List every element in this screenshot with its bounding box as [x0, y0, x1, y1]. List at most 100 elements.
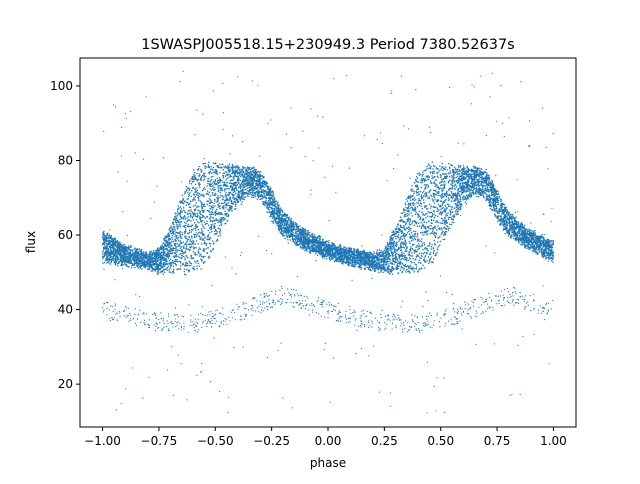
data-point: [227, 170, 229, 172]
data-point: [193, 227, 195, 230]
data-point: [203, 178, 206, 181]
data-point: [407, 259, 410, 261]
data-point: [208, 211, 211, 214]
data-point: [183, 265, 186, 267]
data-point: [455, 209, 458, 211]
data-point: [420, 240, 423, 243]
data-point: [547, 238, 549, 240]
data-point: [304, 250, 306, 252]
data-point: [425, 191, 428, 194]
data-point: [176, 258, 178, 261]
data-point: [308, 231, 311, 234]
data-point: [439, 184, 442, 186]
data-point: [175, 218, 178, 220]
data-point: [393, 231, 395, 233]
data-point: [208, 191, 211, 194]
data-point: [409, 242, 411, 245]
data-point: [415, 268, 418, 270]
data-point: [243, 198, 246, 201]
data-point: [437, 203, 440, 206]
data-point: [417, 243, 420, 245]
data-point: [433, 213, 435, 216]
data-point: [175, 226, 177, 228]
data-point: [416, 188, 418, 191]
data-point: [201, 203, 203, 205]
data-point: [425, 207, 428, 210]
data-point: [375, 268, 377, 270]
data-point: [416, 194, 418, 197]
data-point: [422, 231, 424, 233]
data-point: [518, 242, 520, 244]
data-point: [463, 168, 465, 171]
data-point: [429, 180, 432, 182]
data-point: [235, 192, 237, 194]
data-point: [106, 242, 108, 245]
data-point: [234, 165, 237, 168]
data-point: [411, 215, 414, 217]
data-point: [446, 214, 448, 216]
data-point: [268, 200, 271, 202]
data-point: [237, 167, 240, 170]
data-point: [424, 192, 426, 194]
data-point: [294, 223, 297, 225]
data-point: [179, 218, 181, 221]
data-point: [200, 175, 203, 178]
data-point: [261, 198, 263, 200]
data-point: [209, 188, 211, 190]
data-point: [511, 233, 513, 236]
data-point: [426, 260, 428, 262]
data-point: [268, 192, 271, 194]
data-point: [424, 194, 426, 196]
data-point: [412, 204, 415, 206]
data-point: [401, 251, 403, 253]
data-point: [196, 189, 199, 192]
data-point: [409, 264, 411, 267]
data-point: [258, 172, 261, 174]
data-point: [271, 217, 274, 220]
data-point: [206, 220, 208, 222]
data-point: [450, 216, 452, 219]
data-point: [212, 217, 215, 219]
data-point: [214, 200, 216, 202]
data-point: [423, 180, 426, 183]
data-point: [190, 210, 192, 213]
data-point: [182, 207, 185, 209]
data-point: [466, 183, 468, 186]
data-point: [524, 246, 527, 248]
data-point: [201, 229, 203, 232]
data-point: [414, 268, 416, 270]
data-point: [187, 226, 190, 228]
data-point: [247, 169, 250, 171]
data-point: [440, 197, 443, 200]
data-point: [521, 234, 523, 237]
data-point: [432, 228, 434, 231]
data-point: [397, 253, 399, 255]
data-point: [505, 228, 508, 231]
data-point: [201, 207, 204, 210]
data-point: [174, 228, 176, 230]
data-point: [176, 245, 178, 248]
data-point: [437, 176, 440, 179]
data-point: [451, 194, 454, 196]
data-point: [236, 171, 238, 173]
data-point: [428, 196, 430, 198]
data-point: [218, 202, 221, 205]
data-point: [466, 166, 469, 169]
data-point: [182, 225, 184, 227]
data-point: [430, 256, 433, 258]
data-point: [424, 231, 427, 234]
data-point: [171, 238, 174, 240]
data-point: [191, 243, 193, 246]
data-point: [188, 229, 191, 232]
data-point: [172, 246, 174, 249]
data-point: [494, 215, 497, 217]
data-point: [216, 180, 219, 183]
data-point: [189, 264, 192, 267]
data-point: [412, 235, 414, 238]
data-point: [213, 194, 215, 197]
data-point: [192, 219, 195, 221]
data-point: [185, 204, 188, 206]
data-point: [243, 166, 246, 169]
data-point: [404, 254, 406, 256]
data-point: [436, 241, 439, 243]
